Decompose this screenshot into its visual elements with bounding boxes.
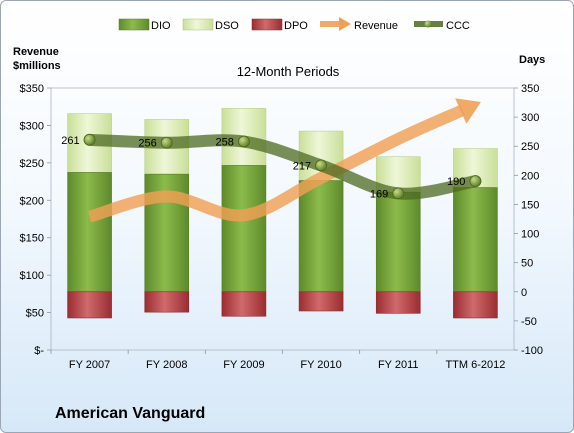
bar-dio [453,187,498,293]
legend-swatch-ccc [414,20,443,28]
bar-dpo [298,291,344,312]
bar-dpo [144,291,190,313]
right-tick-label: 200 [521,170,539,182]
right-tick-label: -50 [521,316,537,328]
bar-dpo [67,291,112,319]
right-tick-label: 250 [521,141,539,153]
category-label: FY 2009 [223,359,264,371]
category-label: TTM 6-2012 [445,359,505,371]
right-tick-label: 300 [521,112,539,124]
category-label: FY 2010 [300,359,341,371]
ccc-data-label: 169 [370,188,388,200]
right-axis: -100 -50 0 50 100 150 200 250 300 350 [514,83,543,357]
right-tick-label: 0 [521,287,527,299]
ccc-point [469,175,482,188]
legend-label-dio: DIO [151,20,171,32]
bars-layer [67,108,498,319]
bar-dpo [375,291,421,314]
legend-swatch-revenue [320,17,351,31]
left-axis-title-line1: Revenue [13,46,59,58]
revenue-series [87,98,481,223]
category-axis: FY 2007 FY 2008 FY 2009 FY 2010 FY 2011 TTM 6… [50,350,505,371]
ccc-data-label: 256 [138,138,156,150]
right-tick-label: 100 [521,229,539,241]
legend-label-dso: DSO [215,20,239,32]
bar-dio [221,165,267,293]
bar-dio [375,191,421,293]
left-tick-label: $300 [20,120,44,132]
ccc-data-label: 258 [216,137,234,149]
legend-label-ccc: CCC [446,20,470,32]
right-tick-label: 50 [521,258,533,270]
bar-dio [298,180,344,293]
plot-area [50,87,515,351]
company-name: American Vanguard [55,405,206,422]
ccc-point [315,159,327,172]
legend-label-dpo: DPO [284,20,308,32]
left-tick-label: $150 [20,233,44,245]
ccc-data-label: 190 [447,176,465,188]
revenue-arrowhead [455,98,481,124]
category-label: FY 2008 [146,359,187,371]
left-tick-label: $50 [26,308,44,320]
legend: DIO DSO DPO Revenue CCC [118,17,470,32]
left-tick-label: $100 [20,270,44,282]
right-tick-label: 150 [521,199,539,211]
ccc-point [160,136,173,149]
chart-title: 12-Month Periods [237,64,340,79]
ccc-data-label: 261 [61,135,79,147]
legend-swatch-dso [182,18,214,31]
legend-label-revenue: Revenue [354,20,398,32]
left-tick-label: $350 [20,83,44,95]
ccc-series: 261 256 258 217 169 190 [61,133,482,200]
ccc-point [83,133,96,146]
right-tick-label: 350 [521,83,539,95]
ccc-point [392,187,405,200]
left-tick-label: $200 [20,195,44,207]
left-axis-title: Revenue $millions [13,45,61,73]
right-tick-label: -100 [521,345,543,357]
ccc-point [238,135,250,148]
left-tick-label: $250 [20,158,44,170]
left-axis-title-line2: $millions [13,60,61,72]
legend-swatch-dpo [251,18,283,31]
revenue-line [87,104,466,223]
bar-dpo [221,291,267,317]
legend-swatch-dio [118,18,150,31]
left-tick-label: $- [34,345,44,357]
ccc-data-label: 217 [293,160,311,172]
left-axis: $- $50 $100 $150 $200 $250 $300 $350 [20,83,51,357]
right-axis-title: Days [519,54,546,66]
bar-dpo [453,291,498,319]
bar-dio [67,172,112,293]
category-label: FY 2011 [378,359,419,371]
category-label: FY 2007 [69,359,110,371]
